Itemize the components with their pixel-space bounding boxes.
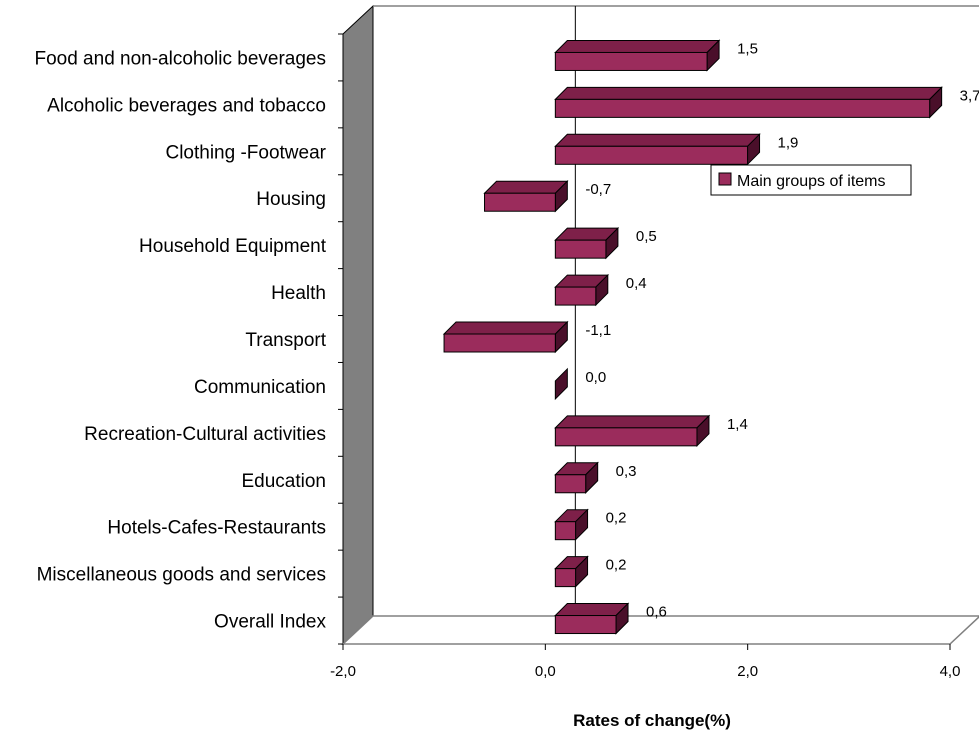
legend-box [710,164,912,196]
value-label: 0,4 [626,275,647,292]
bar [483,180,569,213]
x-tick-label: 0,0 [535,663,556,680]
category-label: Communication [194,377,326,398]
bar-front [554,474,587,494]
value-label: 0,6 [646,604,667,621]
x-tick-label: 4,0 [940,663,961,680]
value-label: -1,1 [585,322,611,339]
bar-front [554,51,708,71]
value-label: 3,7 [960,87,979,104]
bar [442,320,569,354]
bar [554,555,589,588]
bar-side [554,367,568,401]
bar [554,273,610,307]
bar-top [442,321,569,335]
x-tick-label: -2,0 [330,663,356,680]
category-label: Housing [256,189,326,210]
x-tick-labels: -2,0 0,0 2,0 4,0 [330,663,960,680]
bar-front [484,192,556,212]
value-label: 0,0 [585,369,606,386]
bar-front [554,568,577,588]
category-label: Miscellaneous goods and services [37,565,326,586]
legend-label: Main groups of items [737,173,886,190]
value-label: 0,3 [616,463,637,480]
value-label: 1,5 [737,40,758,57]
category-label: Overall Index [214,612,326,633]
bar-front [554,286,597,306]
bar-front [443,333,556,353]
side-wall [342,4,374,646]
bar [554,133,761,166]
category-label: Transport [245,330,326,351]
bar-top [554,39,721,53]
value-labels: 1,5 3,7 1,9 -0,7 0,5 0,4 -1,1 0,0 1,4 0,3 0,2 0,2 0,… [585,40,979,620]
bar [554,414,711,448]
bar [554,367,568,401]
bar-top [554,133,761,147]
value-label: 0,2 [606,557,627,574]
bar-top [483,180,569,194]
category-label: Education [241,471,326,492]
value-label: 1,9 [778,134,799,151]
value-label: 1,4 [727,416,748,433]
bar [554,508,589,541]
bar-front [554,239,607,259]
value-label: 0,2 [606,510,627,527]
bar-front [554,521,577,541]
bar-front [554,98,931,118]
value-label: 0,5 [636,228,657,245]
category-labels: Food and non-alcoholic beverages Alcoholi… [34,48,326,632]
bar [554,226,620,260]
bar [554,602,630,635]
value-label: -0,7 [585,181,611,198]
legend: Main groups of items [710,164,912,196]
axis-ticks [338,33,951,650]
category-label: Health [271,283,326,304]
category-label: Food and non-alcoholic beverages [34,48,326,69]
x-axis-title: Rates of change(%) [573,711,731,730]
x-tick-label: 2,0 [737,663,758,680]
category-label: Recreation-Cultural activities [84,424,326,445]
bar-front [554,427,698,447]
category-label: Clothing -Footwear [165,142,326,163]
bar-front [554,615,617,635]
bar [554,86,943,119]
bar [554,461,599,494]
bars-group [442,39,943,635]
category-label: Household Equipment [139,236,327,257]
bar-top [554,415,711,429]
bar-front [554,145,749,165]
legend-swatch [718,172,732,186]
bar [554,39,721,72]
category-label: Alcoholic beverages and tobacco [47,95,326,116]
bar-top [554,86,943,100]
category-label: Hotels-Cafes-Restaurants [107,518,326,539]
